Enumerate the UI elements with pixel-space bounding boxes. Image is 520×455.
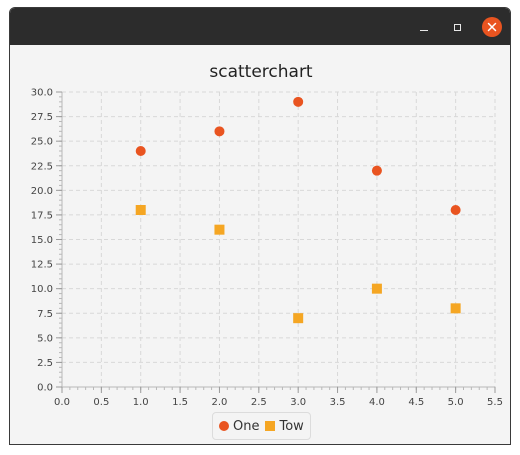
minimize-button[interactable] bbox=[414, 17, 434, 37]
data-point-one bbox=[135, 146, 146, 156]
x-tick-label: 3.0 bbox=[290, 397, 306, 408]
x-tick-label: 4.0 bbox=[369, 397, 385, 408]
legend-square-icon bbox=[265, 421, 276, 431]
maximize-button[interactable] bbox=[447, 17, 467, 37]
x-tick-label: 5.5 bbox=[487, 397, 503, 408]
y-tick-label: 15.0 bbox=[31, 235, 53, 246]
data-point-one bbox=[371, 165, 382, 176]
y-tick-label: 20.0 bbox=[31, 186, 53, 197]
x-tick-label: 0.5 bbox=[93, 397, 109, 408]
application-window: scatterchart 0.0 0.5 1.0 1.5 2.0 2.5 3.0 3.5 4.0… bbox=[9, 7, 511, 445]
chart-title: scatterchart bbox=[209, 62, 313, 82]
data-point-one bbox=[214, 126, 225, 137]
data-point-tow bbox=[293, 313, 304, 324]
y-tick-label: 17.5 bbox=[31, 210, 53, 221]
legend-item-one: One bbox=[219, 419, 259, 434]
data-point-tow bbox=[371, 283, 382, 294]
chart-canvas: scatterchart 0.0 0.5 1.0 1.5 2.0 2.5 3.0 3.5 4.0… bbox=[31, 62, 503, 409]
legend-label-tow: Tow bbox=[279, 418, 304, 434]
x-tick-label: 2.0 bbox=[212, 397, 228, 408]
x-tick-label: 3.5 bbox=[330, 397, 346, 408]
y-tick-label: 2.5 bbox=[37, 358, 53, 369]
scatter-chart: scatterchart 0.0 0.5 1.0 1.5 2.0 2.5 3.0 3.5 4.0… bbox=[10, 45, 510, 444]
x-tick-label: 1.0 bbox=[133, 397, 149, 408]
y-tick-label: 22.5 bbox=[31, 161, 53, 172]
y-tick-label: 10.0 bbox=[31, 284, 53, 295]
data-point-one bbox=[450, 205, 461, 215]
data-point-tow bbox=[135, 205, 146, 215]
minimize-icon bbox=[420, 29, 428, 31]
legend-label-one: One bbox=[233, 418, 260, 434]
y-tick-label: 12.5 bbox=[31, 260, 53, 271]
data-point-tow bbox=[214, 224, 225, 235]
data-point-tow bbox=[450, 303, 461, 314]
maximize-icon bbox=[453, 23, 461, 31]
close-button[interactable] bbox=[482, 17, 502, 37]
y-tick-label: 0.0 bbox=[37, 383, 53, 394]
grid-lines bbox=[62, 91, 496, 387]
y-tick-label: 25.0 bbox=[31, 137, 53, 148]
data-point-one bbox=[293, 96, 304, 107]
data-points bbox=[135, 96, 461, 324]
x-tick-label: 0.0 bbox=[54, 397, 70, 408]
close-icon bbox=[487, 22, 497, 32]
legend: One Tow bbox=[212, 412, 311, 440]
title-bar[interactable] bbox=[10, 8, 510, 45]
legend-item-tow: Tow bbox=[265, 418, 304, 434]
legend-circle-icon bbox=[219, 421, 229, 431]
y-tick-label: 27.5 bbox=[31, 112, 53, 123]
y-tick-label: 5.0 bbox=[37, 333, 53, 344]
x-tick-label: 2.5 bbox=[251, 397, 267, 408]
x-tick-label: 1.5 bbox=[172, 397, 188, 408]
x-tick-label: 5.0 bbox=[448, 397, 464, 408]
axes: 0.0 0.5 1.0 1.5 2.0 2.5 3.0 3.5 4.0 4.5 5.0 5.5 0.0 2… bbox=[31, 88, 503, 409]
x-tick-label: 4.5 bbox=[408, 397, 424, 408]
y-tick-label: 7.5 bbox=[37, 309, 53, 320]
y-tick-label: 30.0 bbox=[31, 88, 53, 99]
